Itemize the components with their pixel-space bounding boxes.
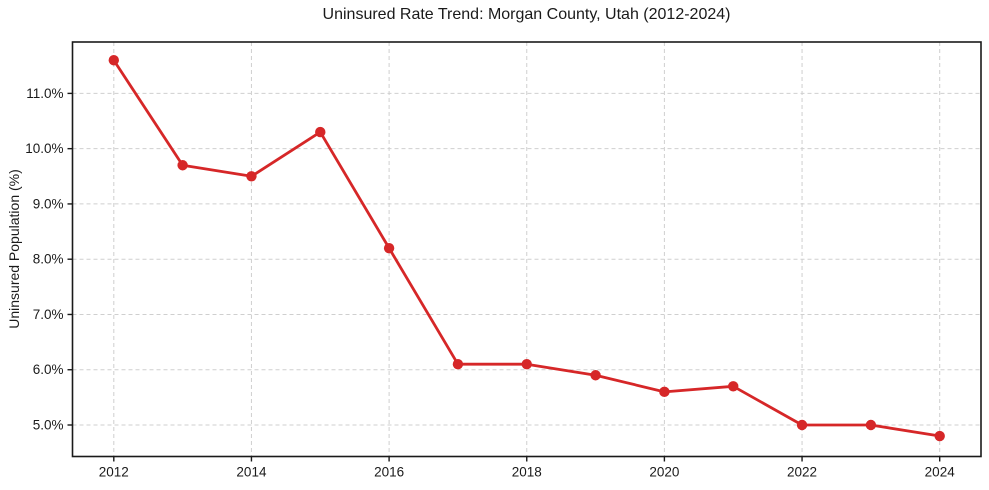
data-point-2013 — [177, 160, 188, 171]
data-point-2024 — [934, 430, 945, 442]
y-axis-label: Uninsured Population (%) — [6, 169, 22, 329]
data-point-2012 — [108, 55, 119, 66]
y-tick-label: 6.0% — [33, 362, 64, 377]
data-point-2021 — [728, 381, 739, 392]
data-point-2020 — [659, 386, 670, 398]
y-tick-label: 9.0% — [33, 196, 64, 211]
data-point-2016 — [383, 242, 395, 254]
x-tick-label: 2016 — [374, 465, 404, 480]
x-tick-label: 2018 — [512, 465, 542, 480]
y-tick-label: 7.0% — [33, 307, 64, 322]
x-tick-label: 2014 — [236, 465, 267, 480]
chart-title: Uninsured Rate Trend: Morgan County, Uta… — [322, 6, 731, 23]
data-point-2017 — [452, 359, 464, 370]
data-point-2022 — [796, 419, 808, 431]
x-tick-label: 2020 — [649, 465, 679, 480]
y-tick-label: 8.0% — [33, 252, 64, 267]
x-tick-label: 2012 — [99, 465, 129, 480]
y-tick-label: 11.0% — [26, 86, 63, 101]
data-point-2018 — [521, 359, 532, 370]
data-point-2019 — [590, 370, 601, 381]
data-point-2014 — [246, 171, 257, 182]
x-tick-label: 2022 — [787, 465, 817, 480]
y-tick-label: 10.0% — [25, 141, 63, 156]
data-point-2023 — [865, 419, 877, 431]
y-tick-label: 5.0% — [33, 417, 64, 432]
x-tick-label: 2024 — [925, 465, 956, 480]
data-point-2015 — [315, 126, 326, 138]
